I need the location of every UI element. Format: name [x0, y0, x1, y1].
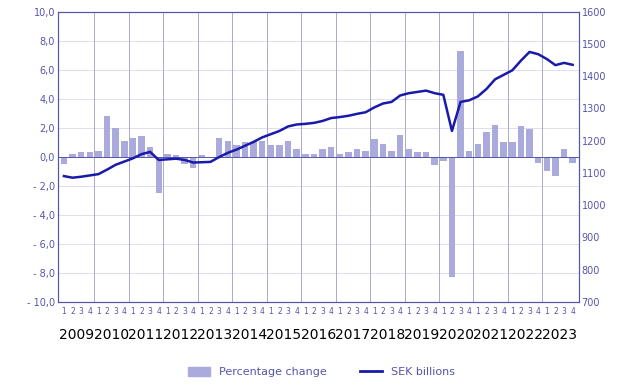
Bar: [500, 142, 507, 157]
Bar: [190, 157, 197, 168]
Bar: [518, 126, 524, 157]
Bar: [60, 157, 67, 164]
Bar: [423, 152, 430, 157]
Bar: [457, 51, 464, 157]
Bar: [87, 152, 93, 157]
Bar: [431, 157, 438, 166]
Bar: [492, 125, 498, 157]
Bar: [250, 142, 257, 157]
Bar: [406, 149, 412, 157]
Bar: [475, 144, 481, 157]
Bar: [328, 147, 334, 157]
Bar: [113, 128, 119, 157]
Bar: [69, 154, 76, 157]
Bar: [320, 149, 326, 157]
Bar: [78, 152, 84, 157]
Legend: Percentage change, SEK billions: Percentage change, SEK billions: [183, 362, 460, 382]
Bar: [173, 155, 179, 157]
Bar: [302, 154, 309, 157]
Bar: [95, 151, 102, 157]
Bar: [138, 137, 145, 157]
Bar: [570, 157, 576, 163]
Bar: [527, 129, 533, 157]
Bar: [164, 154, 170, 157]
Bar: [509, 142, 516, 157]
Bar: [363, 151, 369, 157]
Bar: [466, 151, 473, 157]
Bar: [130, 138, 136, 157]
Bar: [483, 132, 490, 157]
Bar: [535, 157, 541, 163]
Bar: [199, 155, 205, 157]
Bar: [397, 135, 403, 157]
Bar: [216, 138, 222, 157]
Bar: [380, 144, 386, 157]
Bar: [285, 141, 291, 157]
Bar: [181, 157, 188, 164]
Bar: [121, 141, 127, 157]
Bar: [293, 149, 300, 157]
Bar: [561, 149, 567, 157]
Bar: [336, 154, 343, 157]
Bar: [552, 157, 559, 176]
Bar: [543, 157, 550, 171]
Bar: [147, 147, 154, 157]
Bar: [449, 157, 455, 277]
Bar: [388, 151, 395, 157]
Bar: [104, 116, 110, 157]
Bar: [440, 157, 446, 161]
Bar: [414, 152, 421, 157]
Bar: [233, 145, 240, 157]
Bar: [267, 145, 274, 157]
Bar: [276, 145, 283, 157]
Bar: [354, 149, 360, 157]
Bar: [371, 139, 377, 157]
Bar: [224, 141, 231, 157]
Bar: [242, 142, 248, 157]
Bar: [259, 141, 266, 157]
Bar: [311, 154, 317, 157]
Bar: [156, 157, 162, 193]
Bar: [345, 152, 352, 157]
